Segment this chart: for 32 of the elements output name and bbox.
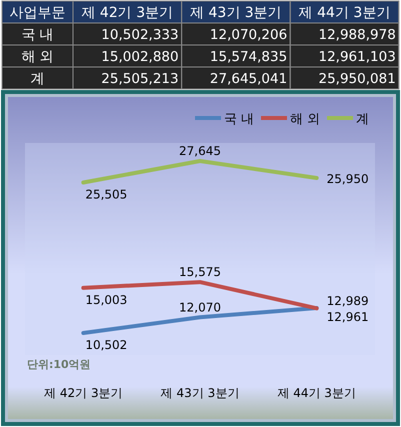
- legend-label: 계: [356, 112, 369, 127]
- data-label: 12,961,103: [318, 49, 396, 65]
- x-tick-label: 제 43기 3분기: [160, 386, 240, 400]
- series-label: 국 내: [21, 27, 54, 43]
- data-label: 10,502,333: [101, 27, 179, 43]
- category-label: 제 42기 3분기: [81, 5, 174, 21]
- data-label: 15,575: [179, 265, 221, 280]
- data-label: 15,003: [85, 292, 128, 307]
- data-label: 12,070,206: [210, 27, 288, 43]
- text: 단위:10억원: [27, 358, 91, 371]
- data-label: 12,961: [326, 310, 369, 324]
- series-label: 해 외: [21, 49, 54, 65]
- data-label: 25,950: [326, 172, 369, 186]
- category-label: 제 44기 3분기: [298, 5, 390, 21]
- data-label: 25,950,081: [318, 71, 396, 87]
- data-label: 12,988,978: [318, 27, 396, 43]
- x-tick-label: 제 44기 3분기: [277, 386, 356, 400]
- data-label: 25,505,213: [101, 71, 179, 87]
- series-label: 계: [30, 71, 44, 87]
- data-label: 27,645: [179, 144, 221, 158]
- x-tick-label: 제 42기 3분기: [44, 386, 123, 400]
- legend-label: 국 내: [224, 112, 254, 127]
- data-label: 12,070: [179, 300, 221, 314]
- data-label: 15,002,880: [101, 49, 179, 65]
- data-label: 15,574,835: [210, 49, 288, 65]
- data-label: 10,502: [85, 338, 128, 352]
- data-label: 27,645,041: [210, 71, 288, 87]
- category-label: 제 43기 3분기: [190, 5, 282, 21]
- legend-label: 해 외: [290, 112, 320, 127]
- data-label: 25,505: [85, 187, 128, 202]
- legend-title: 사업부문: [10, 5, 66, 21]
- data-label: 12,989: [326, 294, 369, 308]
